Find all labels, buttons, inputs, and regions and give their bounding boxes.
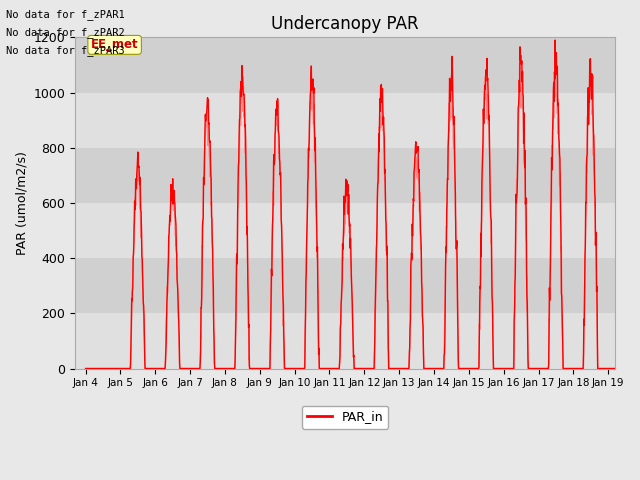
Title: Undercanopy PAR: Undercanopy PAR	[271, 15, 419, 33]
Bar	[75, 258, 615, 313]
Text: No data for f_zPAR3: No data for f_zPAR3	[6, 45, 125, 56]
Bar	[75, 148, 615, 203]
Legend: PAR_in: PAR_in	[302, 406, 388, 429]
Bar	[75, 37, 615, 93]
Text: No data for f_zPAR2: No data for f_zPAR2	[6, 27, 125, 38]
Text: No data for f_zPAR1: No data for f_zPAR1	[6, 9, 125, 20]
Bar	[75, 313, 615, 369]
Y-axis label: PAR (umol/m2/s): PAR (umol/m2/s)	[15, 151, 28, 255]
Bar	[75, 93, 615, 148]
Text: EE_met: EE_met	[91, 38, 138, 51]
Bar	[75, 203, 615, 258]
